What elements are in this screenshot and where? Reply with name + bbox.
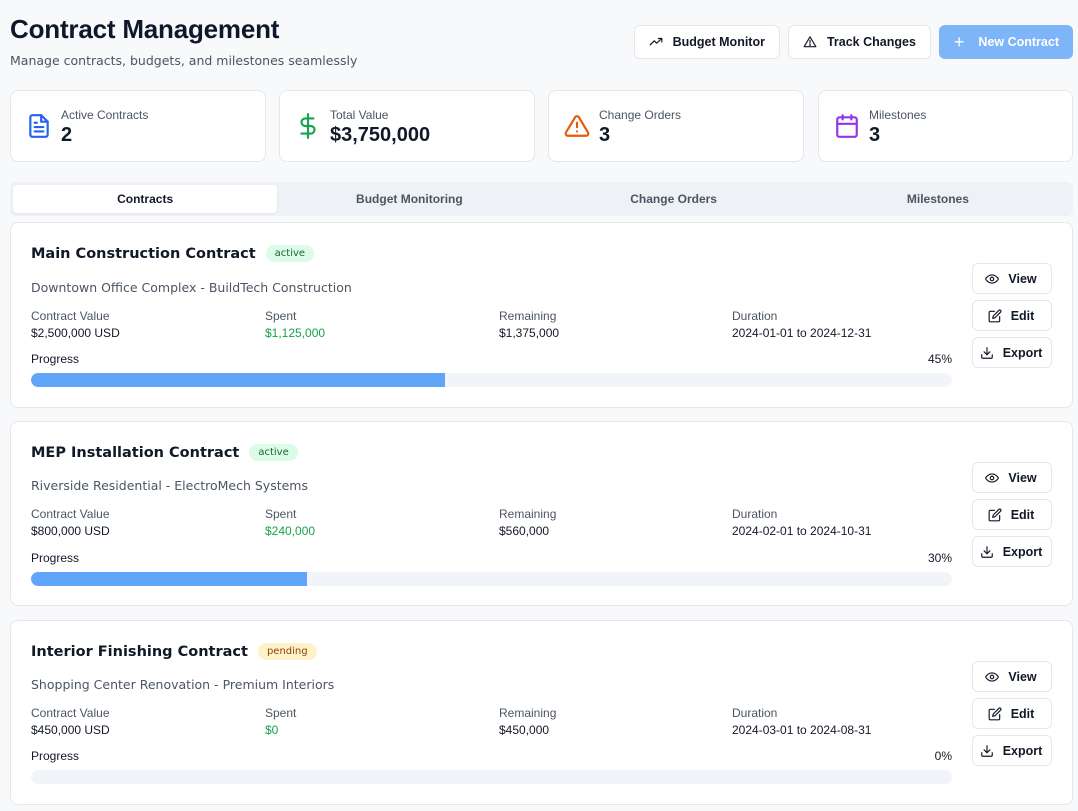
duration-field: Duration 2024-03-01 to 2024-08-31 <box>732 706 872 737</box>
new-contract-label: New Contract <box>978 35 1059 49</box>
file-text-icon <box>29 114 49 138</box>
progress-fill <box>31 572 308 586</box>
stat-card-total-value: Total Value $3,750,000 <box>279 90 535 162</box>
contract-actions: View Edit Export <box>972 263 1052 368</box>
export-button[interactable]: Export <box>972 536 1052 567</box>
duration-field: Duration 2024-02-01 to 2024-10-31 <box>732 507 872 538</box>
view-button[interactable]: View <box>972 661 1052 692</box>
contract-actions: View Edit Export <box>972 462 1052 567</box>
progress-bar <box>31 572 952 586</box>
edit-icon <box>988 707 1002 720</box>
stat-card-milestones: Milestones 3 <box>818 90 1073 162</box>
eye-icon <box>985 273 1000 284</box>
stat-label: Active Contracts <box>61 108 149 122</box>
stat-label: Total Value <box>330 108 389 122</box>
stat-card-active-contracts: Active Contracts 2 <box>10 90 266 162</box>
tab-bar: Contracts Budget Monitoring Change Order… <box>10 182 1073 216</box>
spent-field: Spent $240,000 <box>265 507 316 538</box>
page-header: Contract Management Manage contracts, bu… <box>10 0 1073 90</box>
stat-value: 3 <box>599 124 611 146</box>
eye-icon <box>985 472 1000 483</box>
alert-triangle-icon <box>803 36 817 48</box>
contract-card: MEP Installation Contract active Riversi… <box>10 421 1073 606</box>
view-button[interactable]: View <box>972 263 1052 294</box>
stat-value: $3,750,000 <box>330 124 431 146</box>
contract-value-field: Contract Value $800,000 USD <box>31 507 110 538</box>
tab-change-orders[interactable]: Change Orders <box>630 192 717 206</box>
remaining-field: Remaining $560,000 <box>499 507 557 538</box>
tab-contracts[interactable]: Contracts <box>13 185 278 213</box>
trending-up-icon <box>649 37 663 46</box>
progress-percent: 45% <box>927 352 952 366</box>
new-contract-button[interactable]: + New Contract <box>938 25 1073 59</box>
contract-subtitle: Downtown Office Complex - BuildTech Cons… <box>31 280 352 295</box>
spent-field: Spent $0 <box>265 706 297 737</box>
status-badge: active <box>265 245 315 262</box>
export-button[interactable]: Export <box>972 735 1052 766</box>
progress-percent: 0% <box>934 749 952 763</box>
contract-value-field: Contract Value $450,000 USD <box>31 706 110 737</box>
track-changes-label: Track Changes <box>826 35 916 49</box>
stat-value: 2 <box>61 124 73 146</box>
status-badge: pending <box>257 643 317 660</box>
remaining-field: Remaining $450,000 <box>499 706 557 737</box>
progress-percent: 30% <box>927 551 952 565</box>
plus-icon: + <box>953 32 965 52</box>
contract-actions: View Edit Export <box>972 661 1052 766</box>
progress-label: Progress <box>31 749 80 763</box>
header-actions: Budget Monitor Track Changes + New Contr… <box>633 25 1073 59</box>
eye-icon <box>985 671 1000 682</box>
edit-icon <box>988 309 1002 322</box>
budget-monitor-label: Budget Monitor <box>672 35 765 49</box>
progress-bar <box>31 373 952 387</box>
progress-bar <box>31 770 952 784</box>
duration-field: Duration 2024-01-01 to 2024-12-31 <box>732 309 872 340</box>
contract-value-field: Contract Value $2,500,000 USD <box>31 309 120 340</box>
track-changes-button[interactable]: Track Changes <box>787 25 931 59</box>
progress-fill <box>31 373 446 387</box>
status-badge: active <box>249 444 298 461</box>
view-button[interactable]: View <box>972 462 1052 493</box>
progress-label: Progress <box>31 352 80 366</box>
tab-budget-monitoring[interactable]: Budget Monitoring <box>356 192 463 206</box>
edit-button[interactable]: Edit <box>972 499 1052 530</box>
download-icon <box>980 346 993 359</box>
edit-button[interactable]: Edit <box>972 300 1052 331</box>
contract-card: Interior Finishing Contract pending Shop… <box>10 620 1073 805</box>
stat-value: 3 <box>869 124 881 146</box>
contract-title: MEP Installation Contract <box>31 444 240 461</box>
page-title: Contract Management <box>10 14 280 44</box>
dollar-icon <box>300 113 316 139</box>
contract-subtitle: Shopping Center Renovation - Premium Int… <box>31 677 335 692</box>
contract-title: Interior Finishing Contract <box>31 643 248 660</box>
stat-label: Milestones <box>869 108 927 122</box>
spent-field: Spent $1,125,000 <box>265 309 326 340</box>
progress-label: Progress <box>31 551 80 565</box>
warning-icon <box>564 115 590 137</box>
calendar-icon <box>836 114 858 138</box>
contract-management-page: Contract Management Manage contracts, bu… <box>10 0 1073 805</box>
edit-icon <box>988 508 1002 521</box>
edit-button[interactable]: Edit <box>972 698 1052 729</box>
stat-label: Change Orders <box>599 108 682 122</box>
tab-milestones[interactable]: Milestones <box>906 192 969 206</box>
contract-subtitle: Riverside Residential - ElectroMech Syst… <box>31 478 308 493</box>
remaining-field: Remaining $1,375,000 <box>499 309 560 340</box>
budget-monitor-button[interactable]: Budget Monitor <box>633 25 780 59</box>
stats-row: Active Contracts 2 Total Value $3,750,00… <box>10 90 1073 162</box>
export-button[interactable]: Export <box>972 337 1052 368</box>
contract-card: Main Construction Contract active Downto… <box>10 222 1073 408</box>
stat-card-change-orders: Change Orders 3 <box>548 90 804 162</box>
download-icon <box>980 744 993 757</box>
download-icon <box>980 545 993 558</box>
page-subtitle: Manage contracts, budgets, and milestone… <box>10 53 358 68</box>
contract-title: Main Construction Contract <box>31 245 256 262</box>
